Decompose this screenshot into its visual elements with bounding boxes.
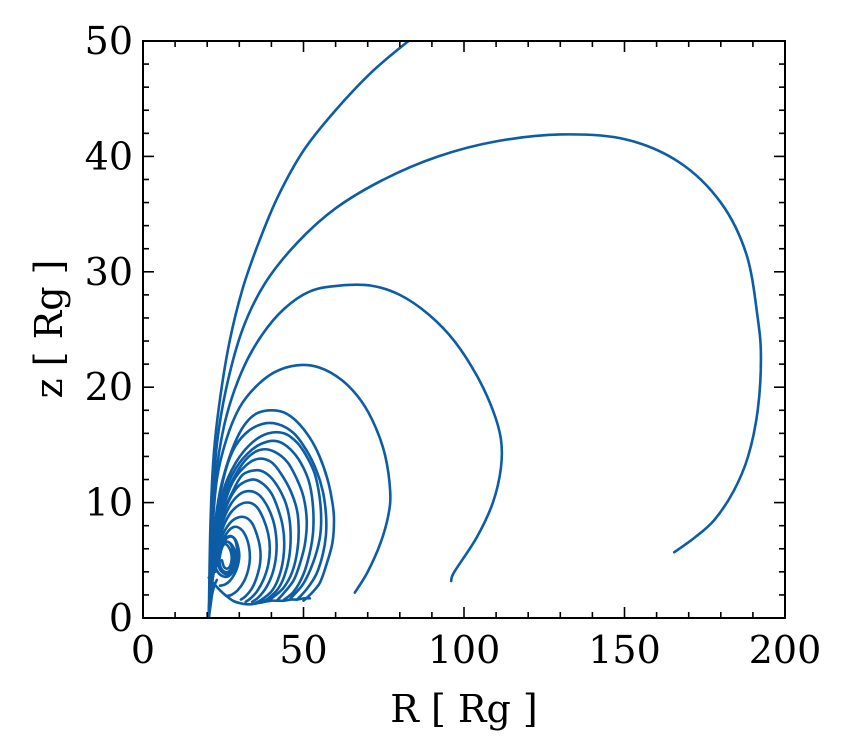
tick-labels: 0 50 100 150 200 0 10 20 30 40 50 — [85, 19, 822, 672]
field-line-1 — [207, 41, 411, 618]
field-line-12 — [209, 478, 286, 605]
y-tick-label: 30 — [85, 250, 133, 294]
y-tick-label: 0 — [109, 596, 133, 640]
field-line-8 — [209, 439, 315, 602]
curve-group — [207, 41, 763, 618]
field-line-3 — [207, 283, 504, 618]
y-tick-label: 10 — [85, 481, 133, 525]
field-line-20 — [207, 576, 312, 606]
y-tick-label: 20 — [85, 365, 133, 409]
field-line-15 — [209, 515, 262, 601]
x-tick-label: 150 — [588, 628, 661, 672]
x-tick-label: 0 — [131, 628, 155, 672]
field-line-21 — [207, 578, 219, 618]
field-line-4 — [207, 363, 392, 618]
x-tick-label: 200 — [749, 628, 822, 672]
field-line-19 — [217, 540, 235, 574]
field-line-14 — [209, 501, 272, 604]
y-tick-label: 40 — [85, 134, 133, 178]
y-axis-label: z [ Rg ] — [27, 260, 71, 399]
field-line-6 — [209, 421, 328, 602]
field-line-10 — [209, 457, 300, 602]
x-tick-label: 100 — [428, 628, 501, 672]
field-line-2 — [207, 133, 763, 618]
field-line-18 — [213, 535, 239, 579]
tick-marks — [142, 40, 786, 619]
field-line-7 — [209, 430, 323, 602]
plot-frame — [142, 40, 786, 619]
y-tick-label: 50 — [85, 19, 133, 63]
x-tick-label: 50 — [279, 628, 327, 672]
x-axis-label: R [ Rg ] — [390, 687, 537, 731]
field-line-13 — [209, 489, 278, 604]
